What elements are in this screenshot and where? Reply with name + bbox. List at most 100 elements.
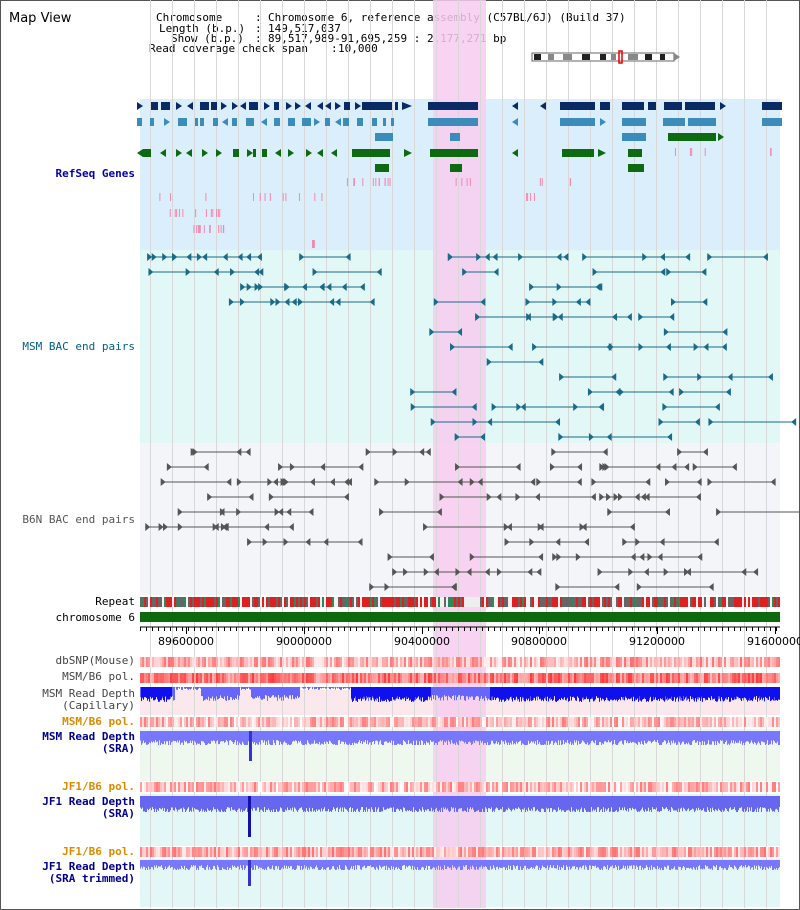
pair-end [582, 253, 588, 261]
heat-cell [326, 847, 328, 857]
heat-cell [502, 847, 504, 857]
heat-cell [392, 847, 394, 857]
depth-bar [291, 687, 292, 700]
heat-cell [462, 782, 464, 792]
depth-bar [556, 687, 557, 702]
depth-bar [140, 731, 141, 741]
depth-bar [688, 687, 689, 699]
heat-cell [336, 717, 338, 727]
heat-cell [382, 717, 384, 727]
depth-bar [633, 687, 634, 697]
repeat-mark [332, 597, 334, 607]
depth-bar [369, 796, 370, 809]
heat-cell [746, 717, 748, 727]
depth-bar [721, 731, 722, 741]
heat-cell [660, 847, 662, 857]
depth-bar [474, 731, 475, 743]
depth-bar [189, 687, 190, 689]
depth-bar [188, 796, 189, 808]
depth-bar [386, 731, 387, 742]
repeat-mark [392, 597, 394, 607]
heat-cell [156, 782, 158, 792]
heat-cell [342, 847, 344, 857]
depth-bar [359, 796, 360, 812]
pair-end [145, 523, 151, 531]
heat-cell [254, 717, 256, 727]
minor-tick [259, 193, 261, 201]
depth-bar [640, 796, 641, 811]
heat-cell [376, 782, 378, 792]
depth-bar [746, 796, 747, 811]
depth-bar [355, 687, 356, 697]
gene-arrow [264, 102, 270, 110]
depth-bar [655, 731, 656, 742]
depth-bar [381, 796, 382, 812]
depth-bar [543, 687, 544, 702]
heat-cell [416, 847, 418, 857]
depth-bar [394, 731, 395, 745]
heat-cell [440, 782, 442, 792]
depth-bar [707, 796, 708, 808]
heat-cell [568, 657, 570, 667]
depth-bar [688, 731, 689, 743]
depth-bar [159, 731, 160, 741]
depth-bar [737, 731, 738, 743]
depth-bar [723, 796, 724, 812]
heat-cell [516, 847, 518, 857]
heat-cell [300, 847, 302, 857]
depth-bar [172, 796, 173, 808]
heat-cell [498, 847, 500, 857]
heat-cell [670, 782, 672, 792]
repeat-mark [374, 597, 376, 607]
depth-bar [763, 731, 764, 743]
depth-bar [197, 731, 198, 744]
depth-bar [644, 731, 645, 741]
pair-end [701, 268, 707, 276]
pair-end [606, 343, 612, 351]
depth-bar [377, 796, 378, 810]
depth-bar [367, 687, 368, 698]
depth-bar [584, 796, 585, 809]
heat-cell [294, 657, 296, 667]
depth-bar [459, 796, 460, 809]
heat-cell [148, 673, 150, 683]
depth-bar [424, 687, 425, 702]
depth-bar [470, 687, 471, 698]
depth-bar [384, 731, 385, 742]
depth-bar [680, 731, 681, 745]
depth-bar [619, 796, 620, 808]
minor-tick [541, 178, 543, 186]
heat-cell [184, 657, 186, 667]
depth-bar [511, 687, 512, 697]
heat-cell [330, 782, 332, 792]
repeat-mark [222, 597, 224, 607]
depth-bar [565, 796, 566, 812]
heat-cell [354, 657, 356, 667]
depth-bar [159, 796, 160, 809]
depth-bar [468, 731, 469, 743]
depth-bar [776, 687, 777, 701]
depth-bar [276, 731, 277, 741]
repeat-mark [250, 597, 252, 607]
heat-cell [324, 673, 326, 683]
heat-cell [148, 717, 150, 727]
depth-bar [489, 796, 490, 809]
heat-cell [696, 673, 698, 683]
heat-cell [608, 673, 610, 683]
depth-bar [188, 687, 189, 690]
pair-end [634, 493, 640, 501]
heat-cell [288, 717, 290, 727]
pair-end [692, 463, 698, 471]
depth-bar [213, 731, 214, 741]
heat-cell [776, 657, 778, 667]
heat-cell [438, 673, 440, 683]
pair-end [526, 313, 532, 321]
depth-bar [224, 731, 225, 743]
depth-bar [602, 796, 603, 812]
depth-bar [340, 731, 341, 744]
depth-bar [521, 731, 522, 745]
heat-cell [634, 673, 636, 683]
depth-bar [194, 796, 195, 809]
heat-cell [538, 657, 540, 667]
